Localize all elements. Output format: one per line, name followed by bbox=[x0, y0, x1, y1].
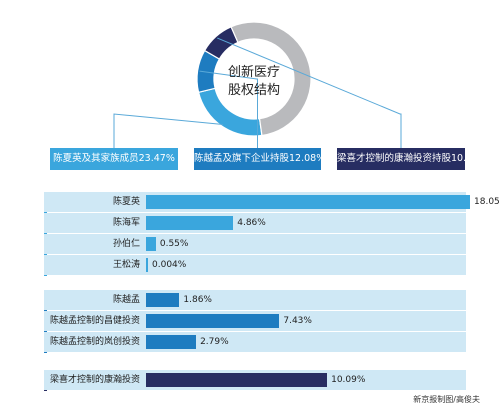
bar bbox=[146, 293, 180, 307]
donut-title-line-2: 股权结构 bbox=[228, 82, 280, 98]
donut-title-line-1: 创新医疗 bbox=[228, 64, 280, 80]
bar-value-label: 2.79% bbox=[200, 337, 229, 347]
bar-label: 王松涛 bbox=[112, 260, 140, 270]
bar bbox=[146, 373, 328, 387]
bar-row: 陈越孟控制的昌健投资 7.43% bbox=[44, 311, 466, 331]
bar-group-liang-xicai: 梁喜才控制的康瀚投资 10.09% bbox=[44, 370, 466, 391]
donut-slices bbox=[196, 21, 312, 137]
bar-row: 梁喜才控制的康瀚投资 10.09% bbox=[44, 370, 466, 390]
bar-row: 陈海军 4.86% bbox=[44, 213, 466, 233]
bar bbox=[146, 258, 148, 272]
bar-row: 陈夏英 18.05% bbox=[44, 192, 500, 212]
bar-row: 陈越孟 1.86% bbox=[44, 290, 466, 310]
bar bbox=[146, 314, 280, 328]
bar-group-chen-xiaying-family: 陈夏英 18.05% 陈海军 4.86% 孙伯仁 0.55% 王松涛 0.004… bbox=[44, 192, 500, 276]
donut-chart: 创新医疗 股权结构 bbox=[113, 21, 402, 148]
bar-value-label: 0.004% bbox=[152, 260, 187, 270]
donut-slice-3 bbox=[230, 21, 312, 137]
bar-row: 孙伯仁 0.55% bbox=[44, 234, 466, 254]
bar-label: 陈海军 bbox=[112, 218, 140, 228]
bar-label: 梁喜才控制的康瀚投资 bbox=[49, 375, 140, 385]
bar bbox=[146, 335, 197, 349]
bar-value-label: 4.86% bbox=[237, 218, 266, 228]
bar-label: 陈越孟控制的昌健投资 bbox=[49, 316, 140, 326]
bar-label: 陈越孟 bbox=[112, 295, 140, 305]
bar-row: 陈越孟控制的岚创投资 2.79% bbox=[44, 332, 466, 352]
bar-value-label: 18.05% bbox=[474, 197, 500, 207]
bar bbox=[146, 216, 234, 230]
bar-value-label: 1.86% bbox=[183, 295, 212, 305]
bar bbox=[146, 237, 156, 251]
credit-line: 新京报制图/高俊夫 bbox=[413, 395, 480, 404]
callout-leader-line-1 bbox=[199, 70, 258, 148]
bar bbox=[146, 195, 470, 209]
callout-leader-line-0 bbox=[113, 113, 224, 148]
callout-leader-lines bbox=[113, 37, 402, 148]
bar-label: 孙伯仁 bbox=[112, 239, 140, 249]
bar-group-chen-yuemeng: 陈越孟 1.86% 陈越孟控制的昌健投资 7.43% 陈越孟控制的岚创投资 2.… bbox=[44, 290, 466, 353]
bar-label: 陈夏英 bbox=[112, 197, 140, 207]
bar-value-label: 0.55% bbox=[159, 239, 189, 249]
callout-leader-line-2 bbox=[217, 37, 402, 148]
bar-value-label: 10.09% bbox=[331, 375, 366, 385]
callout-liang-xicai: 梁喜才控制的康瀚投资持股10.09% bbox=[337, 148, 465, 170]
callout-chen-yuemeng: 陈越孟及旗下企业持股12.08% bbox=[194, 148, 321, 170]
bar-row: 王松涛 0.004% bbox=[44, 255, 466, 275]
callout-chen-xiaying-family: 陈夏英及其家族成员23.47% bbox=[50, 148, 178, 170]
bar-label: 陈越孟控制的岚创投资 bbox=[49, 337, 140, 347]
bar-value-label: 7.43% bbox=[283, 316, 312, 326]
